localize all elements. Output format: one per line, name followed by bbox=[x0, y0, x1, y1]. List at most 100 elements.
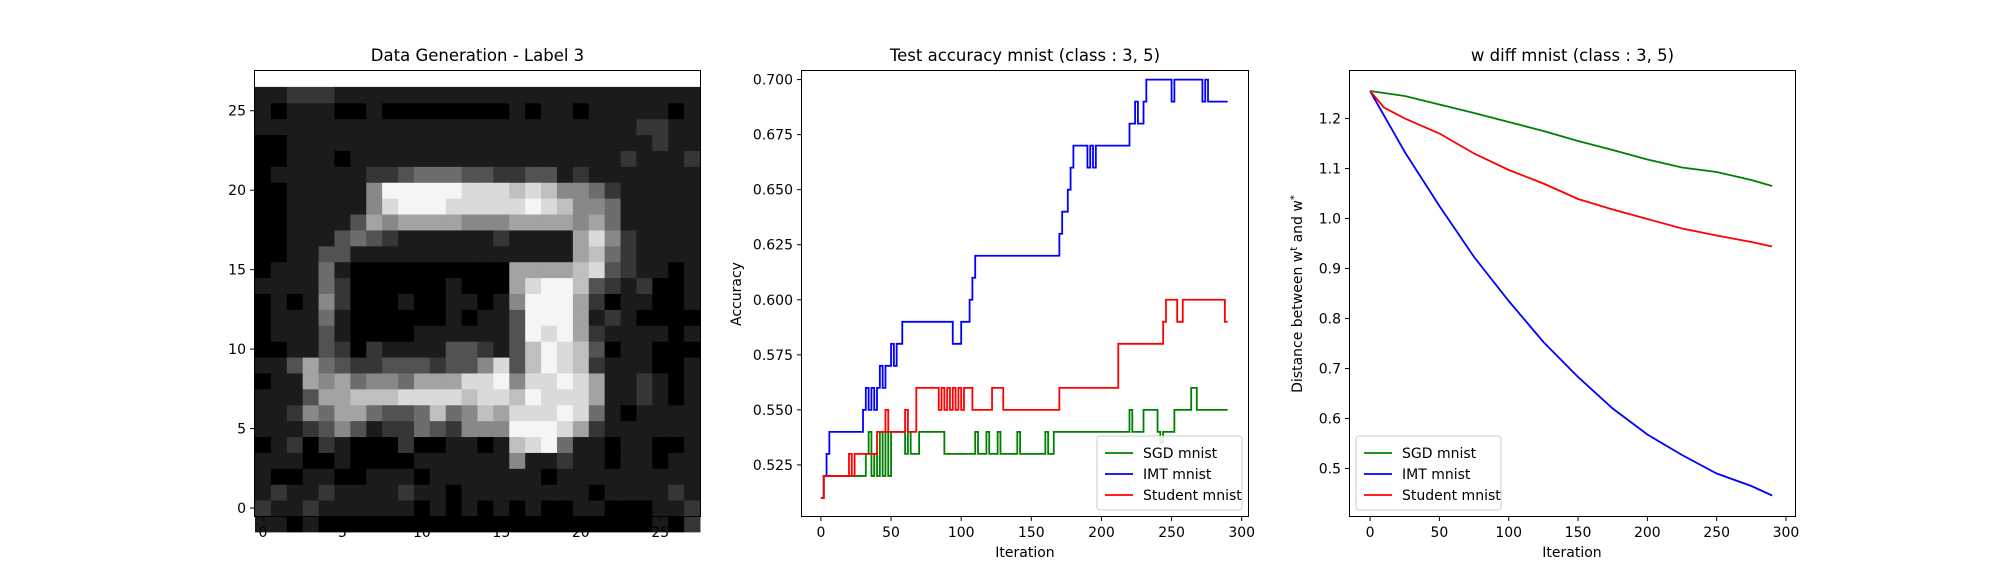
heatmap-cell bbox=[556, 484, 574, 501]
x-tick-label: 5 bbox=[338, 525, 347, 541]
heatmap-cell bbox=[334, 484, 351, 501]
heatmap-cell bbox=[541, 325, 558, 342]
heatmap-cell bbox=[588, 118, 606, 136]
heatmap-cell bbox=[461, 150, 478, 167]
heatmap-cell bbox=[668, 452, 685, 469]
heatmap-cell bbox=[302, 166, 320, 183]
heatmap-cell bbox=[318, 404, 335, 422]
heatmap-cell bbox=[541, 229, 558, 247]
heatmap-cell bbox=[334, 198, 351, 215]
heatmap-cell bbox=[366, 150, 383, 167]
heatmap-cell bbox=[270, 516, 288, 533]
heatmap-cell bbox=[445, 436, 463, 453]
heatmap-cell bbox=[636, 420, 653, 438]
heatmap-cell bbox=[461, 341, 478, 358]
heatmap-cell bbox=[652, 261, 669, 279]
heatmap-cell bbox=[572, 372, 590, 390]
x-tick-label: 15 bbox=[492, 525, 510, 541]
heatmap-cell bbox=[398, 388, 415, 406]
heatmap-cell bbox=[620, 309, 637, 326]
heatmap-cell bbox=[318, 198, 335, 215]
heatmap-cell bbox=[318, 134, 335, 151]
heatmap-cell bbox=[382, 118, 399, 136]
heatmap-cell bbox=[334, 118, 351, 136]
heatmap-cell bbox=[445, 182, 463, 199]
heatmap-cell bbox=[509, 166, 526, 183]
heatmap-cell bbox=[382, 102, 399, 120]
heatmap-cell bbox=[477, 86, 494, 104]
heatmap-cell bbox=[636, 166, 653, 183]
heatmap-cell bbox=[318, 516, 335, 533]
heatmap-cell bbox=[445, 261, 463, 279]
heatmap-cell bbox=[413, 86, 431, 104]
heatmap-cell bbox=[334, 166, 351, 183]
heatmap-cell bbox=[684, 277, 701, 294]
heatmap-cell bbox=[413, 468, 431, 485]
heatmap-cell bbox=[620, 166, 637, 183]
heatmap-cell bbox=[429, 245, 447, 263]
heatmap-cell bbox=[620, 102, 637, 120]
panel-test-accuracy: Test accuracy mnist (class : 3, 5) 0 50 10… bbox=[729, 46, 1255, 561]
heatmap-cell bbox=[429, 372, 447, 390]
legend-accuracy: SGD mnist IMT mnist Student mnist bbox=[1096, 435, 1243, 511]
heatmap-cell bbox=[318, 261, 335, 279]
heatmap-cell bbox=[286, 214, 304, 231]
heatmap-cell bbox=[620, 118, 637, 136]
y-tick-label: 0.625 bbox=[753, 238, 793, 254]
heatmap-cell bbox=[429, 484, 447, 501]
heatmap-cell bbox=[604, 468, 622, 485]
heatmap-cell bbox=[413, 500, 431, 517]
heatmap-cell bbox=[636, 277, 653, 294]
heatmap-cell bbox=[509, 341, 526, 358]
heatmap-cell bbox=[684, 150, 701, 167]
heatmap-cell bbox=[366, 293, 383, 310]
heatmap-cell bbox=[398, 436, 415, 453]
heatmap-cell bbox=[556, 341, 574, 358]
heatmap-cell bbox=[588, 468, 606, 485]
heatmap-cell bbox=[350, 372, 367, 390]
heatmap-cell bbox=[255, 372, 272, 390]
heatmap-cell bbox=[509, 516, 526, 533]
heatmap-cell bbox=[541, 484, 558, 501]
heatmap-cell bbox=[286, 420, 304, 438]
heatmap-cell bbox=[493, 150, 510, 167]
heatmap-cell bbox=[604, 229, 622, 247]
heatmap-cell bbox=[302, 452, 320, 469]
heatmap-cell bbox=[477, 293, 494, 310]
heatmap-cell bbox=[572, 484, 590, 501]
heatmap-cell bbox=[461, 261, 478, 279]
heatmap-cell bbox=[636, 500, 653, 517]
heatmap-cell bbox=[668, 516, 685, 533]
heatmap-cell bbox=[588, 261, 606, 279]
heatmap-cell bbox=[429, 134, 447, 151]
heatmap-cell bbox=[556, 150, 574, 167]
heatmap-cell bbox=[588, 166, 606, 183]
heatmap-cell bbox=[398, 229, 415, 247]
heatmap-cell bbox=[255, 245, 272, 263]
heatmap-cell bbox=[270, 309, 288, 326]
heatmap-cell bbox=[318, 420, 335, 438]
heatmap-cell bbox=[382, 372, 399, 390]
heatmap-cell bbox=[413, 150, 431, 167]
heatmap-cell bbox=[302, 516, 320, 533]
heatmap-cell bbox=[556, 516, 574, 533]
heatmap-cell bbox=[302, 309, 320, 326]
heatmap-cell bbox=[684, 516, 701, 533]
heatmap-cell bbox=[350, 484, 367, 501]
y-axis-label-accuracy: Accuracy bbox=[729, 262, 745, 326]
chart-title-image: Data Generation - Label 3 bbox=[371, 46, 584, 65]
heatmap-cell bbox=[525, 245, 542, 263]
heatmap-cell bbox=[636, 134, 653, 151]
series-line-imt-mnist bbox=[1369, 90, 1773, 497]
heatmap-cell bbox=[334, 388, 351, 406]
heatmap-cell bbox=[652, 182, 669, 199]
heatmap-cell bbox=[413, 325, 431, 342]
heatmap-ticks: 0 5 10 15 20 25 0 5 10 15 20 25 bbox=[228, 104, 669, 541]
heatmap-cell bbox=[302, 357, 320, 374]
heatmap-cell bbox=[302, 404, 320, 422]
heatmap-cell bbox=[350, 516, 367, 533]
heatmap-cell bbox=[461, 293, 478, 310]
heatmap-cell bbox=[541, 468, 558, 485]
heatmap-cell bbox=[286, 182, 304, 199]
heatmap-cell bbox=[318, 86, 335, 104]
